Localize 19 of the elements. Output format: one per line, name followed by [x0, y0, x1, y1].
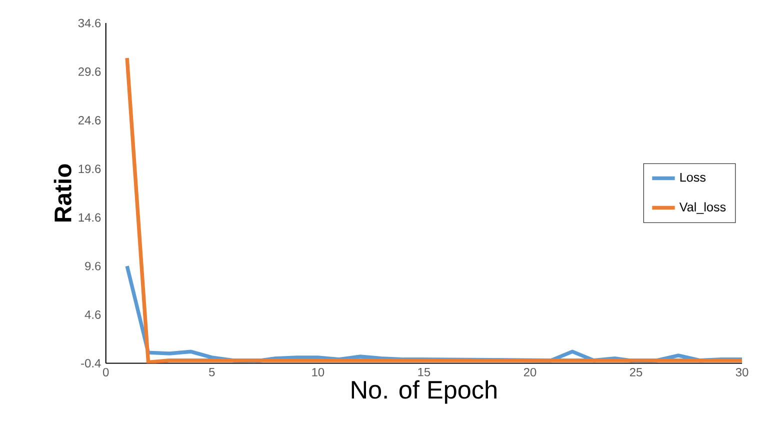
x-tick-label: 0 — [102, 368, 109, 376]
y-tick-label: 9.6 — [85, 262, 101, 270]
y-tick-label: 4.6 — [84, 310, 101, 319]
y-axis-title: Ratio — [54, 164, 72, 222]
x-tick-label: 5 — [209, 368, 215, 376]
x-tick-label: 15 — [418, 368, 430, 376]
y-tick-label: 14.6 — [78, 213, 101, 222]
x-axis-title: No. of Epoch — [352, 380, 496, 404]
x-tick-label: 10 — [312, 368, 324, 376]
y-tick-label: 24.6 — [78, 116, 101, 125]
y-tick-label: -0.4 — [81, 359, 101, 368]
x-tick-label: 20 — [524, 368, 536, 376]
x-tick-label: 30 — [736, 368, 748, 376]
x-tick-label: 25 — [630, 368, 642, 376]
y-tick-label: 34.6 — [78, 18, 101, 28]
legend-label: Val_loss — [679, 202, 726, 214]
y-tick-label: 29.6 — [78, 67, 101, 76]
y-tick-label: 19.6 — [78, 164, 101, 174]
legend-label: Loss — [680, 172, 706, 182]
